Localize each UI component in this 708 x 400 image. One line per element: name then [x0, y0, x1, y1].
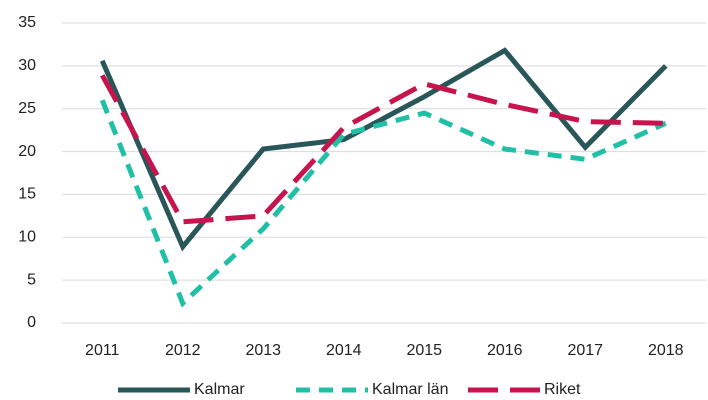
- x-tick-label: 2016: [487, 342, 523, 359]
- y-tick-label: 30: [18, 57, 36, 74]
- legend-label: Kalmar: [194, 381, 245, 398]
- x-tick-label: 2011: [85, 342, 120, 359]
- y-tick-label: 0: [27, 314, 36, 331]
- x-tick-label: 2018: [648, 342, 684, 359]
- x-tick-label: 2012: [165, 342, 201, 359]
- series-line: [100, 74, 666, 225]
- y-tick-label: 35: [18, 14, 36, 31]
- y-tick-label: 15: [18, 186, 36, 203]
- legend-label: Kalmar län: [372, 381, 448, 398]
- x-tick-label: 2013: [245, 342, 281, 359]
- y-tick-label: 10: [18, 229, 36, 246]
- x-tick-label: 2015: [406, 342, 442, 359]
- y-tick-label: 20: [18, 143, 36, 160]
- x-tick-label: 2014: [326, 342, 362, 359]
- series-line: [99, 99, 667, 308]
- y-tick-label: 25: [18, 100, 36, 117]
- y-tick-label: 5: [27, 271, 36, 288]
- legend-label: Riket: [544, 381, 581, 398]
- series-line: [99, 47, 668, 252]
- x-tick-label: 2017: [567, 342, 603, 359]
